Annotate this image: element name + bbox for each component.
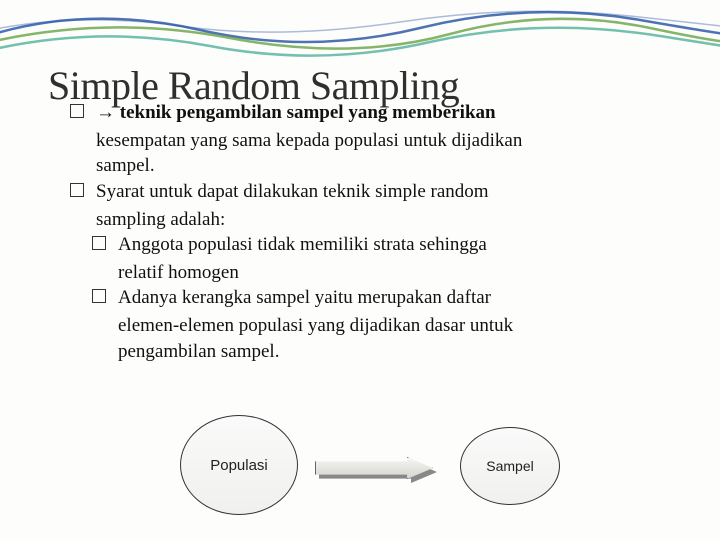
bullet-1-text-line1: → teknik pengambilan sampel yang memberi… [96,102,496,123]
sub-bullet-1: Anggota populasi tidak memiliki strata s… [70,232,680,258]
sub-bullet-1-line2: relatif homogen [70,260,680,286]
sampel-label: Sampel [486,458,533,474]
populasi-oval: Populasi [180,415,298,515]
bullet-2: Syarat untuk dapat dilakukan teknik simp… [70,179,680,205]
checkbox-icon [70,104,84,118]
bullet-1-text-line3: sampel. [70,153,680,179]
sampling-diagram: Populasi Sampel [180,415,580,525]
sub-bullet-2-line3: pengambilan sampel. [70,339,680,365]
checkbox-icon [70,183,84,197]
arrow-shape [315,457,435,481]
sub-bullet-2-line2: elemen-elemen populasi yang dijadikan da… [70,313,680,339]
sub-bullet-2: Adanya kerangka sampel yaitu merupakan d… [70,285,680,311]
body-content: → teknik pengambilan sampel yang memberi… [70,100,680,364]
bullet-1-text-line2: kesempatan yang sama kepada populasi unt… [70,128,680,154]
checkbox-icon [92,289,106,303]
checkbox-icon [92,236,106,250]
sub-bullet-2-line1: Adanya kerangka sampel yaitu merupakan d… [118,287,491,308]
populasi-label: Populasi [210,457,268,474]
sampel-oval: Sampel [460,427,560,505]
bullet-2-text-line1: Syarat untuk dapat dilakukan teknik simp… [96,181,489,202]
bullet-2-text-line2: sampling adalah: [70,207,680,233]
bullet-1: → teknik pengambilan sampel yang memberi… [70,100,680,126]
sub-bullet-1-line1: Anggota populasi tidak memiliki strata s… [118,234,487,255]
